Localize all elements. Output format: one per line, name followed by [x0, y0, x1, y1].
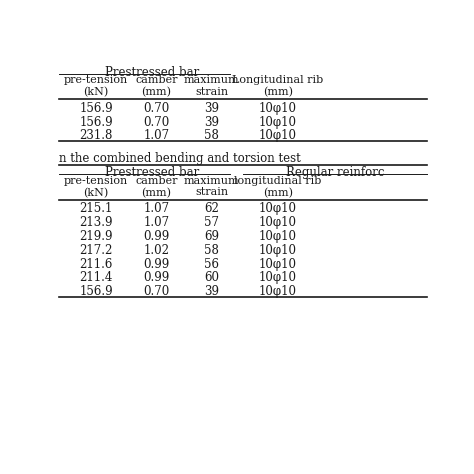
- Text: 0.70: 0.70: [144, 102, 170, 115]
- Text: maximum
strain: maximum strain: [184, 176, 239, 198]
- Text: 1.02: 1.02: [144, 244, 170, 257]
- Text: 10φ10: 10φ10: [259, 102, 297, 115]
- Text: camber
(mm): camber (mm): [136, 176, 178, 198]
- Text: 58: 58: [204, 244, 219, 257]
- Text: 1.07: 1.07: [144, 202, 170, 215]
- Text: 0.99: 0.99: [144, 257, 170, 271]
- Text: maximum
strain: maximum strain: [184, 75, 239, 97]
- Text: 57: 57: [204, 216, 219, 229]
- Text: 0.70: 0.70: [144, 116, 170, 128]
- Text: camber
(mm): camber (mm): [136, 75, 178, 98]
- Text: longitudinal rib
(mm): longitudinal rib (mm): [234, 176, 321, 198]
- Text: 39: 39: [204, 116, 219, 128]
- Text: 1.07: 1.07: [144, 216, 170, 229]
- Text: 58: 58: [204, 129, 219, 143]
- Text: 10φ10: 10φ10: [259, 272, 297, 284]
- Text: Longitudinal rib
(mm): Longitudinal rib (mm): [232, 75, 323, 98]
- Text: 0.99: 0.99: [144, 230, 170, 243]
- Text: 10φ10: 10φ10: [259, 202, 297, 215]
- Text: 10φ10: 10φ10: [259, 216, 297, 229]
- Text: 219.9: 219.9: [79, 230, 113, 243]
- Text: 213.9: 213.9: [79, 216, 113, 229]
- Text: n the combined bending and torsion test: n the combined bending and torsion test: [59, 152, 301, 165]
- Text: 211.6: 211.6: [79, 257, 113, 271]
- Text: 156.9: 156.9: [79, 102, 113, 115]
- Text: 156.9: 156.9: [79, 285, 113, 298]
- Text: 156.9: 156.9: [79, 116, 113, 128]
- Text: 10φ10: 10φ10: [259, 244, 297, 257]
- Text: Prestressed bar: Prestressed bar: [105, 166, 199, 179]
- Text: 39: 39: [204, 285, 219, 298]
- Text: 10φ10: 10φ10: [259, 285, 297, 298]
- Text: 215.1: 215.1: [79, 202, 113, 215]
- Text: 1.07: 1.07: [144, 129, 170, 143]
- Text: 217.2: 217.2: [79, 244, 113, 257]
- Text: 62: 62: [204, 202, 219, 215]
- Text: 39: 39: [204, 102, 219, 115]
- Text: 211.4: 211.4: [79, 272, 113, 284]
- Text: 10φ10: 10φ10: [259, 230, 297, 243]
- Text: pre-tension
(kN): pre-tension (kN): [64, 75, 128, 98]
- Text: 56: 56: [204, 257, 219, 271]
- Text: 231.8: 231.8: [79, 129, 113, 143]
- Text: Prestressed bar: Prestressed bar: [105, 66, 199, 79]
- Text: 10φ10: 10φ10: [259, 257, 297, 271]
- Text: 69: 69: [204, 230, 219, 243]
- Text: Regular reinforc: Regular reinforc: [285, 166, 384, 179]
- Text: pre-tension
(kN): pre-tension (kN): [64, 176, 128, 198]
- Text: 0.99: 0.99: [144, 272, 170, 284]
- Text: 0.70: 0.70: [144, 285, 170, 298]
- Text: 60: 60: [204, 272, 219, 284]
- Text: 10φ10: 10φ10: [259, 116, 297, 128]
- Text: 10φ10: 10φ10: [259, 129, 297, 143]
